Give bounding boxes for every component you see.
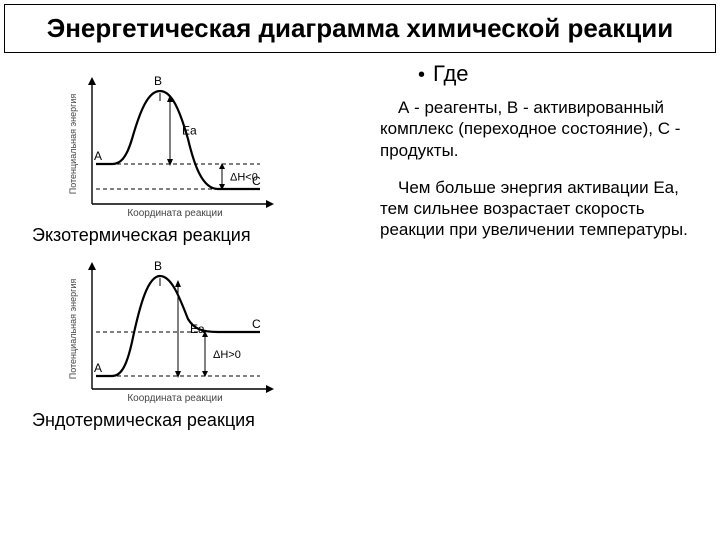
left-column: Потенциальная энергия Координата реакции А…	[12, 61, 360, 439]
diagram-exothermic: Потенциальная энергия Координата реакции А…	[60, 69, 295, 219]
svg-text:ΔH<0: ΔH<0	[230, 172, 258, 184]
explanation-paragraph: Чем больше энергия активации Еа, тем сил…	[368, 177, 708, 241]
page-title: Энергетическая диаграмма химической реак…	[17, 13, 703, 44]
svg-text:Потенциальная энергия: Потенциальная энергия	[68, 94, 78, 195]
svg-text:А: А	[94, 361, 102, 375]
caption-exothermic: Экзотермическая реакция	[32, 225, 360, 246]
diagram-endo-wrap: Потенциальная энергия Координата реакции А…	[60, 254, 360, 404]
bullet-icon: •	[418, 64, 425, 87]
svg-text:Координата реакции: Координата реакции	[127, 208, 222, 219]
svg-text:А: А	[94, 149, 102, 163]
content-area: Потенциальная энергия Координата реакции А…	[0, 53, 720, 447]
legend-paragraph: А - реагенты, В - активированный комплек…	[368, 97, 708, 161]
svg-text:Потенциальная энергия: Потенциальная энергия	[68, 279, 78, 380]
where-row: • Где	[368, 61, 708, 87]
title-bar: Энергетическая диаграмма химической реак…	[4, 4, 716, 53]
svg-text:С: С	[252, 317, 261, 331]
diagram-exo-wrap: Потенциальная энергия Координата реакции А…	[60, 69, 360, 219]
svg-text:Еа: Еа	[182, 124, 197, 138]
diagram-endothermic: Потенциальная энергия Координата реакции А…	[60, 254, 295, 404]
svg-text:Координата реакции: Координата реакции	[127, 393, 222, 404]
svg-text:Еа: Еа	[190, 322, 205, 336]
svg-text:ΔH>0: ΔH>0	[213, 349, 241, 361]
svg-text:В: В	[154, 259, 162, 273]
caption-endothermic: Эндотермическая реакция	[32, 410, 360, 431]
right-column: • Где А - реагенты, В - активированный к…	[360, 61, 708, 439]
svg-text:В: В	[154, 74, 162, 88]
where-label: Где	[433, 61, 469, 87]
